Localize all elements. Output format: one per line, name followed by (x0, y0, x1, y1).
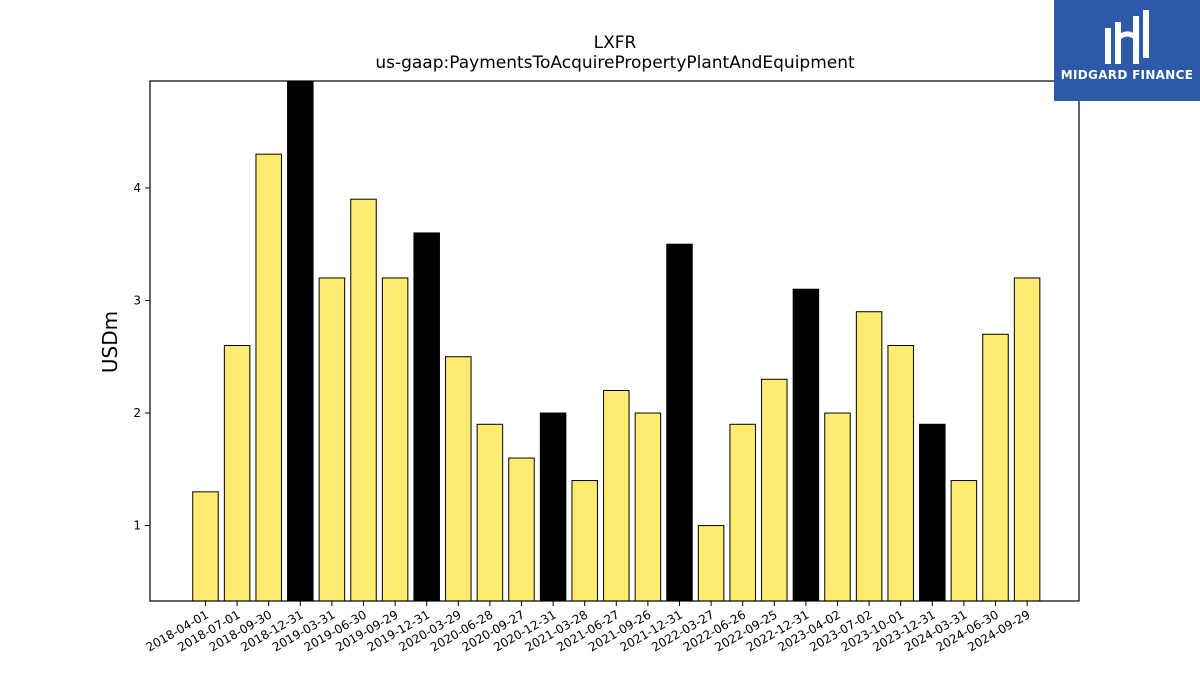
chart-title: LXFR (594, 33, 637, 53)
bar-2021-12-31 (666, 243, 693, 602)
y-tick-label: 4 (133, 181, 141, 195)
bar-2024-09-29 (1013, 277, 1041, 602)
bar-2024-03-31 (950, 480, 978, 602)
x-ticks-group: 2018-04-012018-07-012018-09-302018-12-31… (144, 601, 1033, 654)
bar-2018-07-01 (223, 345, 251, 602)
bar-2018-04-01 (192, 491, 219, 602)
bar-2021-03-28 (571, 480, 598, 602)
bar-2019-12-31 (413, 232, 440, 602)
bar-2023-07-02 (855, 311, 883, 602)
bar-2023-10-01 (887, 345, 914, 602)
y-axis-label: USDm (98, 311, 122, 373)
bars-group (192, 80, 1041, 602)
y-tick-label: 1 (133, 519, 141, 533)
bar-2019-03-31 (318, 277, 346, 602)
bar-2022-06-26 (729, 423, 756, 602)
chart-subtitle: us-gaap:PaymentsToAcquirePropertyPlantAn… (375, 53, 855, 73)
bar-2018-09-30 (255, 153, 282, 602)
bar-2022-09-25 (761, 378, 788, 602)
bar-2019-06-30 (350, 198, 377, 602)
bar-2018-12-31 (287, 80, 314, 602)
bar-2020-06-28 (476, 423, 504, 602)
bar-2020-09-27 (508, 457, 535, 602)
bar-2020-12-31 (539, 412, 567, 602)
bar-2021-06-27 (603, 390, 630, 602)
plot-frame (149, 80, 1080, 602)
bar-2023-12-31 (919, 423, 946, 602)
bar-2020-03-29 (445, 356, 472, 602)
bar-2024-06-30 (982, 333, 1009, 602)
bar-2022-03-27 (697, 525, 725, 602)
y-ticks-group: 1 2 3 4 (133, 181, 150, 533)
bar-2023-04-02 (824, 412, 851, 602)
y-tick-label: 2 (133, 406, 141, 420)
brand-logo: MIDGARD FINANCE (1054, 0, 1200, 101)
y-tick-label: 3 (133, 293, 141, 307)
bar-2019-09-29 (381, 277, 409, 602)
logo-text: MIDGARD FINANCE (1060, 68, 1194, 82)
bar-2021-09-26 (634, 412, 662, 602)
midgard-logo-icon (1105, 10, 1149, 64)
bar-2022-12-31 (792, 288, 820, 602)
